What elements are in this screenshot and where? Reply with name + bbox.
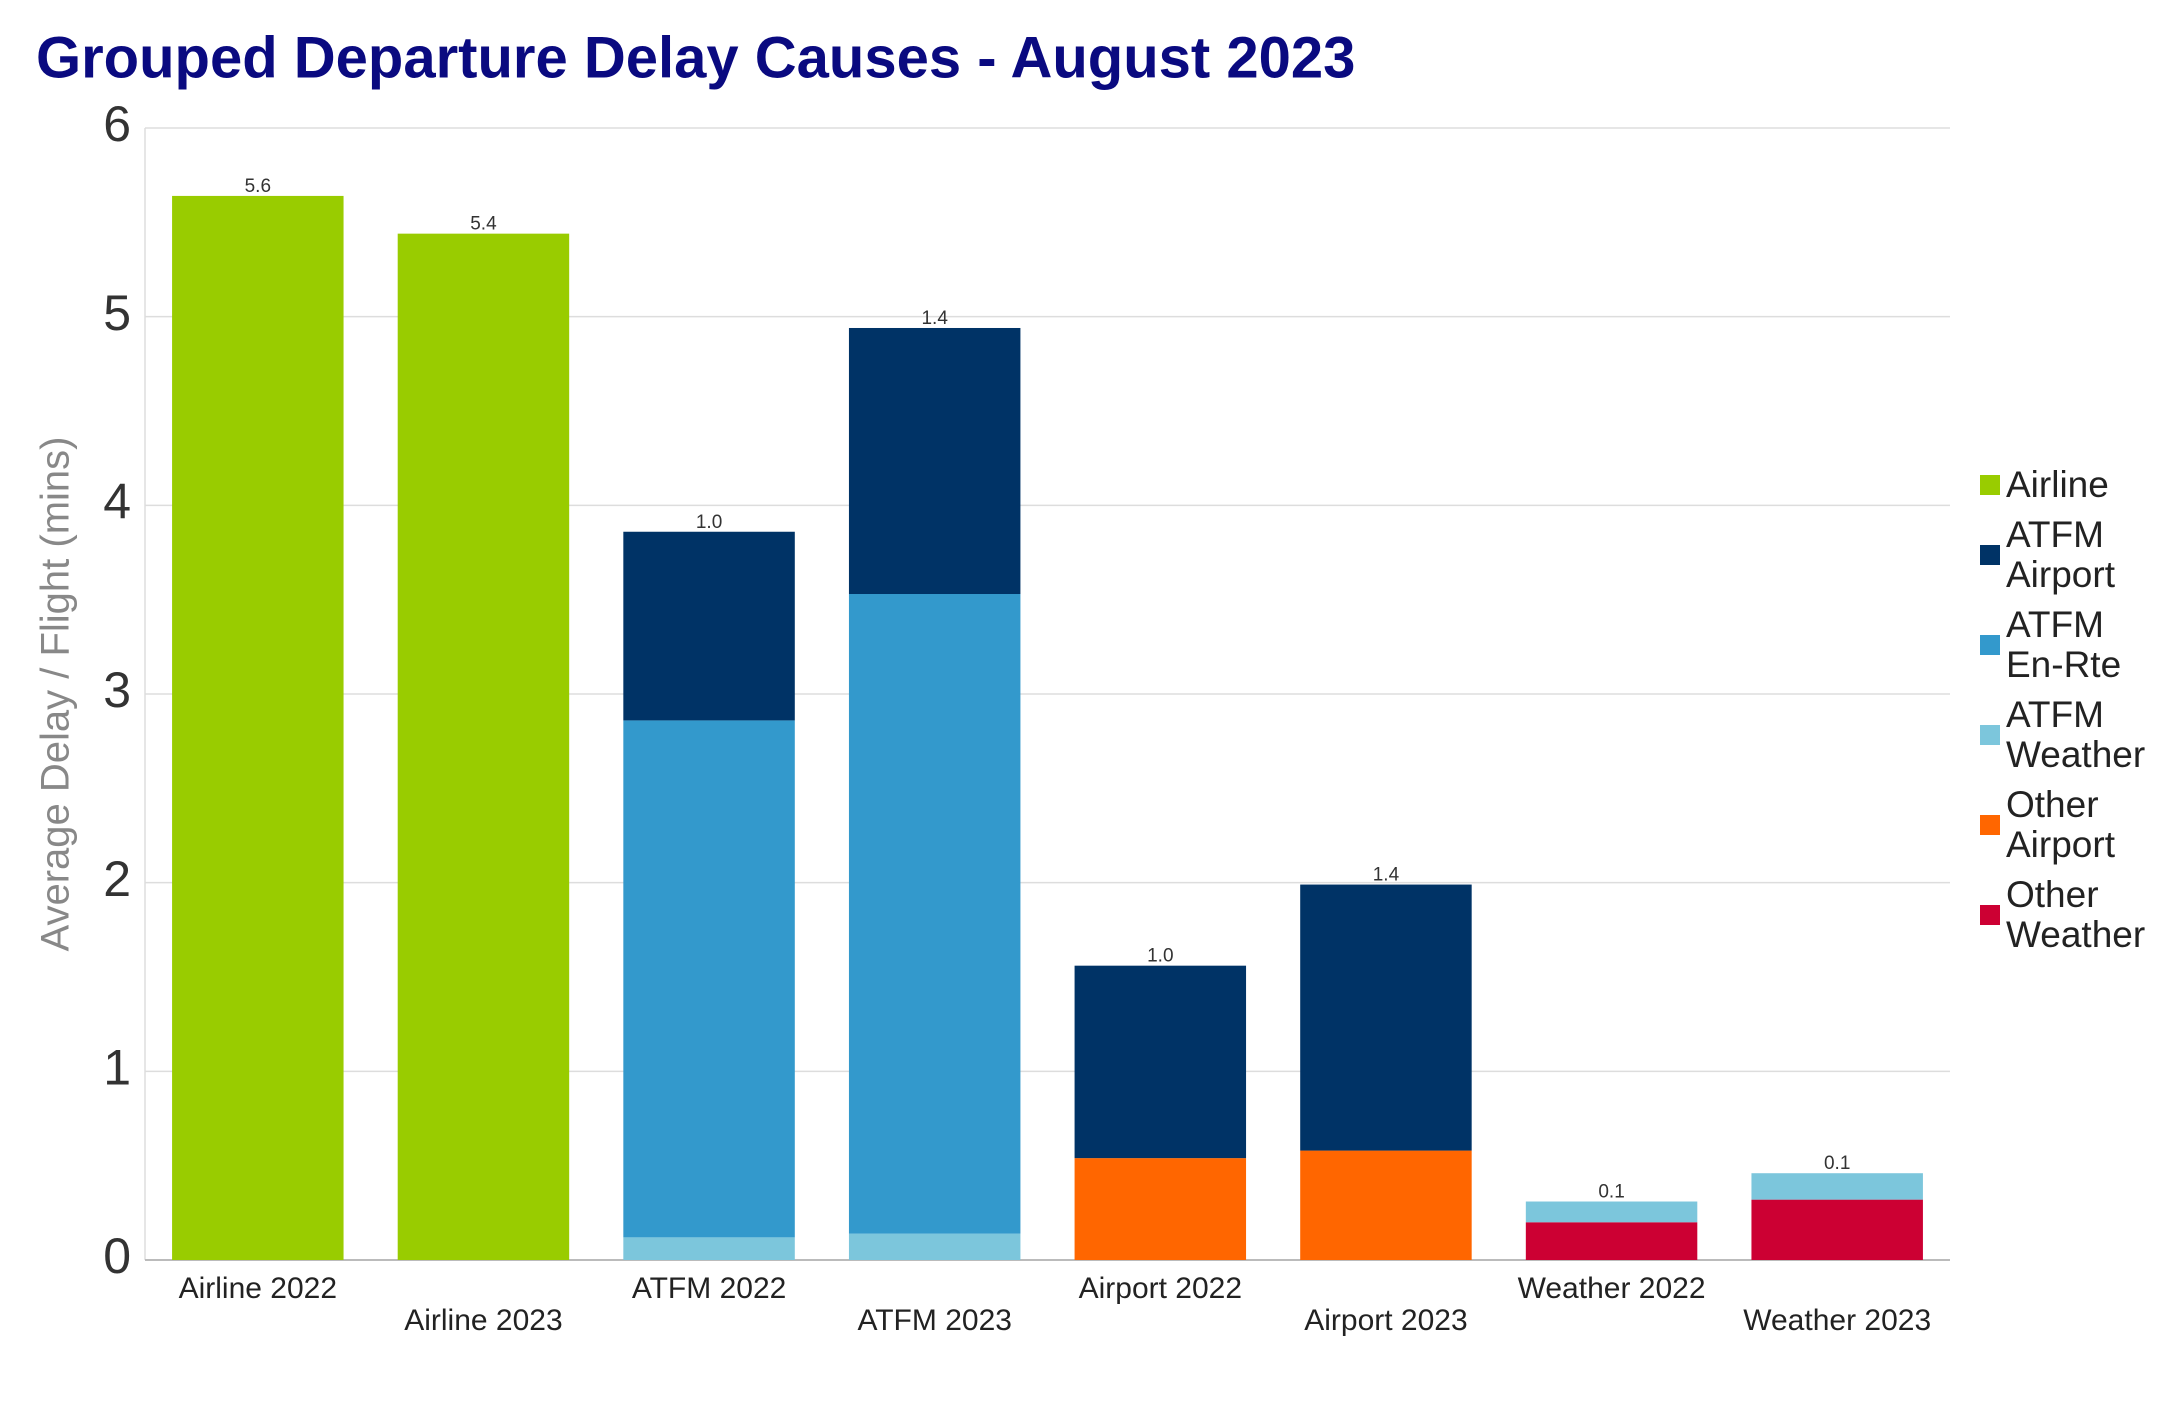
legend-swatch — [1980, 635, 2000, 655]
y-tick-label: 6 — [103, 96, 131, 152]
bar-segment — [1074, 1158, 1247, 1260]
y-tick-label: 4 — [103, 474, 131, 530]
bar-segment — [848, 327, 1021, 595]
legend-label: Other Airport — [2006, 784, 2115, 865]
bar-segment — [1525, 1201, 1698, 1223]
bar-segment — [623, 1237, 795, 1260]
bar-segment — [1525, 1222, 1698, 1260]
bar-segment — [848, 594, 1021, 1234]
legend-label: ATFM Airport — [2006, 514, 2115, 595]
bar-segment — [397, 233, 570, 1261]
bar-segment — [1300, 1150, 1472, 1260]
x-tick-label: Weather 2023 — [1743, 1304, 1931, 1337]
x-tick-label: Airline 2023 — [404, 1304, 562, 1337]
bar-segment — [172, 195, 344, 1260]
legend-item: ATFM Airport — [1980, 515, 2160, 595]
x-tick-label: ATFM 2023 — [857, 1304, 1012, 1337]
x-tick-label: Airport 2022 — [1079, 1272, 1242, 1305]
legend-label: ATFM En-Rte — [2006, 604, 2122, 685]
legend-label: Other Weather — [2006, 874, 2146, 955]
data-label: 1.0 — [696, 512, 722, 533]
data-label: 1.4 — [921, 308, 948, 329]
bar-segment — [623, 720, 795, 1238]
x-tick-label: ATFM 2022 — [632, 1272, 787, 1305]
legend-swatch — [1980, 725, 2000, 745]
y-axis-label: Average Delay / Flight (mins) — [34, 437, 78, 952]
legend-item: ATFM Weather — [1980, 695, 2160, 775]
data-label: 1.0 — [1147, 946, 1173, 967]
legend-item: ATFM En-Rte — [1980, 605, 2160, 685]
legend: Airline ATFM Airport ATFM En-Rte ATFM Weath… — [1980, 465, 2160, 965]
y-tick-label: 0 — [103, 1228, 131, 1284]
legend-swatch — [1980, 545, 2000, 565]
y-tick-label: 1 — [103, 1040, 131, 1096]
legend-item: Other Weather — [1980, 875, 2160, 955]
y-tick-label: 2 — [103, 851, 131, 907]
legend-swatch — [1980, 815, 2000, 835]
bar-segment — [1074, 965, 1247, 1159]
y-tick-label: 5 — [103, 285, 131, 341]
chart-title: Grouped Departure Delay Causes - August … — [36, 25, 1355, 90]
data-label: 1.4 — [1373, 865, 1400, 886]
x-tick-label: Airport 2023 — [1304, 1304, 1467, 1337]
legend-swatch — [1980, 905, 2000, 925]
data-label: 5.4 — [470, 214, 497, 235]
bar-segment — [1751, 1173, 1923, 1200]
bar-segment — [1300, 884, 1472, 1151]
legend-label: ATFM Weather — [2006, 694, 2146, 775]
data-label: 0.1 — [1598, 1182, 1624, 1203]
legend-item: Airline — [1980, 465, 2160, 505]
legend-swatch — [1980, 475, 2000, 495]
data-label: 0.1 — [1824, 1153, 1850, 1174]
legend-label: Airline — [2006, 464, 2109, 505]
legend-item: Other Airport — [1980, 785, 2160, 865]
bar-segment — [1751, 1199, 1923, 1260]
x-tick-label: Airline 2022 — [179, 1272, 337, 1305]
y-tick-label: 3 — [103, 662, 131, 718]
bar-segment — [848, 1233, 1021, 1260]
data-label: 5.6 — [245, 176, 271, 197]
x-tick-label: Weather 2022 — [1518, 1272, 1706, 1305]
bar-segment — [623, 531, 795, 721]
